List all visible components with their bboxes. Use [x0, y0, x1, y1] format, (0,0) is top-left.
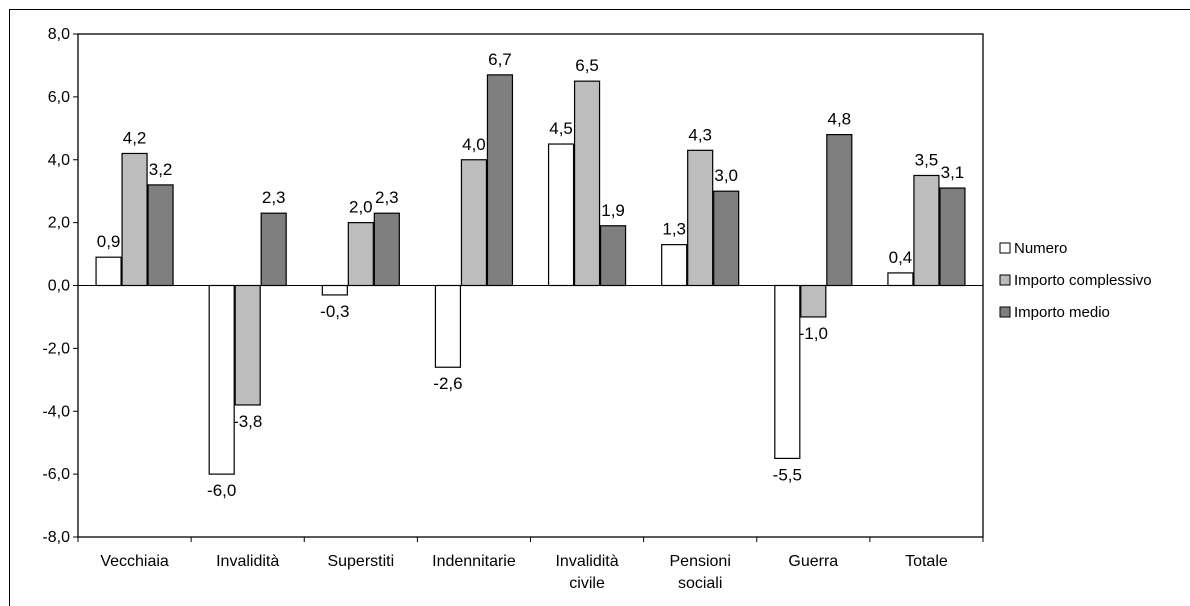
- data-label: 4,2: [123, 128, 147, 147]
- bar-importo-medio: [826, 134, 853, 287]
- bar-importo-complessivo: [687, 149, 714, 287]
- legend-label: Importo medio: [1014, 304, 1110, 321]
- legend-swatch: [999, 274, 1011, 286]
- data-label: -5,5: [773, 465, 802, 484]
- x-tick-label: Guerra: [788, 553, 838, 570]
- bar-numero: [661, 244, 688, 287]
- data-label: 3,1: [941, 163, 965, 182]
- x-tick-label: Indennitarie: [432, 553, 516, 570]
- x-tick-label: Pensioni: [670, 553, 731, 570]
- x-tick-label: Vecchiaia: [100, 553, 169, 570]
- data-label: -6,0: [207, 481, 236, 500]
- legend-swatch: [999, 242, 1011, 254]
- y-tick-label: -4,0: [42, 403, 70, 420]
- bar-importo-complessivo: [121, 152, 148, 287]
- legend-label: Numero: [1014, 240, 1067, 257]
- x-axis: Vecchiaia Invalidità Superstiti Indennitari…: [77, 537, 984, 592]
- data-label: 2,3: [375, 188, 399, 207]
- bar-importo-complessivo: [573, 80, 601, 287]
- data-label: -0,3: [320, 302, 349, 321]
- bar-numero: [774, 284, 801, 460]
- bar-numero: [434, 284, 462, 368]
- bar-numero: [321, 284, 348, 296]
- x-tick-label: Invalidità: [555, 553, 618, 570]
- data-label: 3,2: [149, 160, 173, 179]
- y-tick-label: 2,0: [48, 215, 70, 232]
- data-label: 4,3: [688, 125, 712, 144]
- bar-importo-complessivo: [913, 174, 940, 287]
- data-label: 2,3: [262, 188, 286, 207]
- data-label: 3,0: [714, 166, 738, 185]
- bar-importo-complessivo: [800, 284, 827, 318]
- y-tick-label: -2,0: [42, 340, 70, 357]
- data-label: 0,9: [97, 232, 121, 251]
- bar-numero: [95, 256, 122, 287]
- bar-importo-complessivo: [347, 222, 374, 287]
- legend: Numero Importo complessivo Importo medio: [999, 240, 1152, 321]
- data-label: 4,5: [549, 119, 573, 138]
- bar-importo-medio: [486, 74, 514, 287]
- bar-importo-medio: [373, 212, 400, 287]
- data-labels: 0,9 -6,0 -0,3 -2,6 4,5 1,3 -5,5 0,4 4,2 -3,8 2,0 4,…: [97, 50, 965, 500]
- x-tick-label: civile: [569, 575, 605, 592]
- y-tick-label: 6,0: [48, 89, 70, 106]
- x-tick-label: Invalidità: [216, 553, 279, 570]
- chart-frame: [9, 9, 1190, 606]
- bar-importo-medio: [147, 184, 174, 287]
- legend-swatch: [999, 306, 1011, 318]
- bars: [95, 74, 966, 475]
- data-label: -3,8: [233, 412, 262, 431]
- bar-importo-complessivo: [460, 159, 488, 287]
- bar-numero: [887, 272, 914, 287]
- bar-importo-medio: [599, 225, 627, 287]
- data-label: 3,5: [915, 150, 939, 169]
- data-label: 2,0: [349, 198, 373, 217]
- data-label: -2,6: [433, 374, 462, 393]
- x-tick-label: Totale: [905, 553, 948, 570]
- bar-importo-medio: [939, 187, 966, 287]
- data-label: 6,7: [488, 50, 512, 69]
- bar-numero: [208, 284, 235, 475]
- data-label: 4,0: [462, 135, 486, 154]
- data-label: 6,5: [575, 56, 599, 75]
- data-label: 4,8: [827, 110, 851, 129]
- x-tick-label: Superstiti: [327, 553, 394, 570]
- bar-importo-medio: [713, 190, 740, 287]
- data-label: 0,4: [889, 248, 913, 267]
- bar-importo-medio: [260, 212, 287, 287]
- data-label: -1,0: [799, 324, 828, 343]
- y-tick-label: -8,0: [42, 529, 70, 546]
- y-tick-label: 8,0: [48, 26, 70, 43]
- bar-importo-complessivo: [234, 284, 261, 406]
- bar-numero: [547, 143, 575, 287]
- y-axis: 8,0 6,0 4,0 2,0 0,0 -2,0 -4,0 -6,0 -8,0: [42, 26, 78, 546]
- legend-label: Importo complessivo: [1014, 272, 1152, 289]
- y-tick-label: -6,0: [42, 466, 70, 483]
- x-tick-label: sociali: [678, 575, 722, 592]
- y-tick-label: 0,0: [48, 278, 70, 295]
- data-label: 1,3: [662, 220, 686, 239]
- y-tick-label: 4,0: [48, 152, 70, 169]
- data-label: 1,9: [601, 201, 625, 220]
